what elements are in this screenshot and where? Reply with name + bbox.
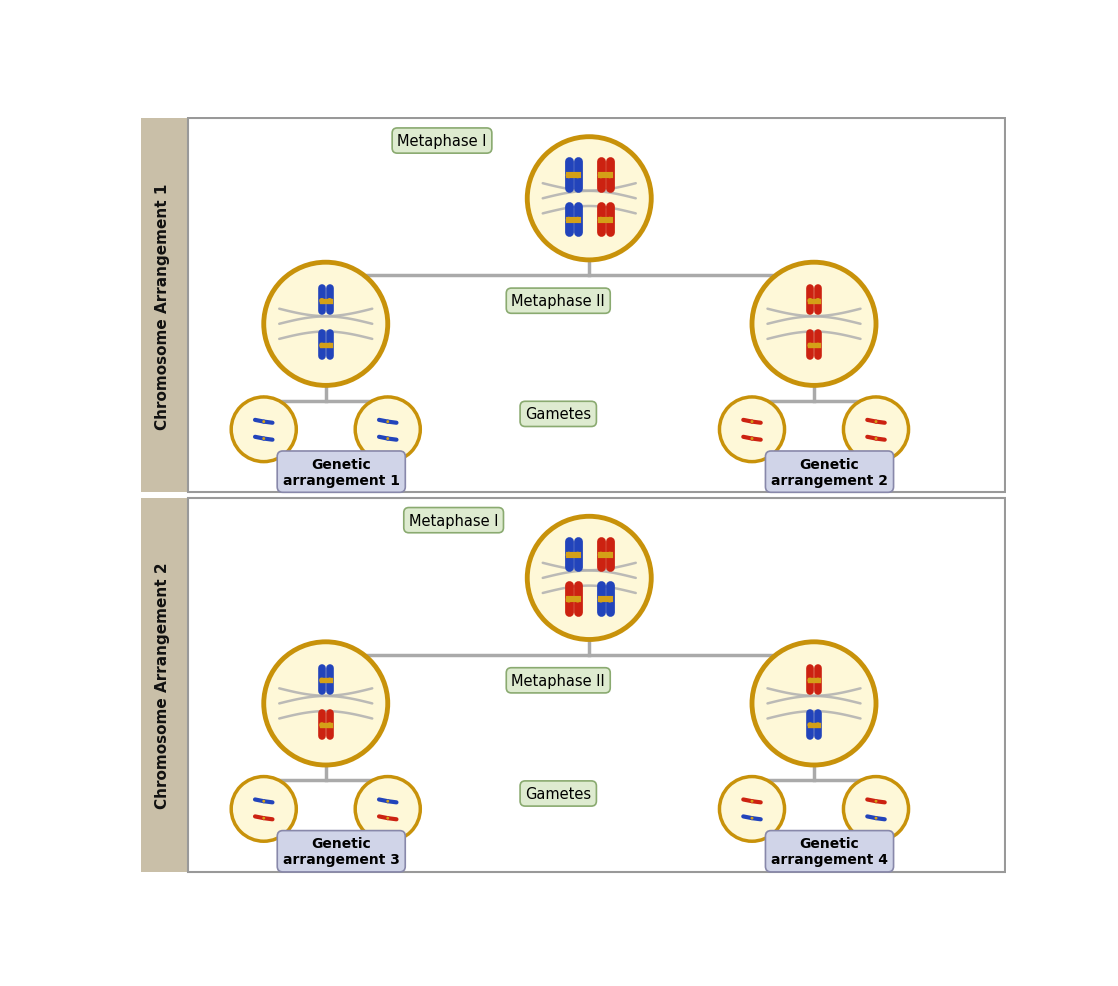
Circle shape — [326, 299, 332, 304]
Circle shape — [263, 438, 265, 441]
Circle shape — [231, 777, 296, 841]
Circle shape — [598, 218, 604, 224]
Circle shape — [874, 800, 878, 803]
Text: Chromosome Arrangement 1: Chromosome Arrangement 1 — [155, 183, 171, 429]
Text: Metaphase I: Metaphase I — [409, 513, 499, 528]
Circle shape — [566, 597, 572, 603]
Circle shape — [874, 421, 878, 424]
Text: Chromosome Arrangement 2: Chromosome Arrangement 2 — [155, 562, 171, 809]
Circle shape — [607, 597, 613, 603]
FancyBboxPatch shape — [141, 119, 187, 493]
Circle shape — [607, 218, 613, 224]
Circle shape — [575, 173, 580, 179]
Circle shape — [720, 397, 785, 462]
Text: Genetic
arrangement 1: Genetic arrangement 1 — [283, 458, 400, 487]
Circle shape — [807, 723, 813, 728]
Circle shape — [575, 218, 580, 224]
Circle shape — [356, 397, 420, 462]
Circle shape — [264, 642, 388, 765]
Circle shape — [231, 397, 296, 462]
Text: Metaphase II: Metaphase II — [511, 673, 605, 688]
Text: Gametes: Gametes — [525, 786, 591, 802]
Circle shape — [750, 816, 754, 819]
Circle shape — [566, 552, 572, 558]
Circle shape — [843, 397, 909, 462]
Circle shape — [528, 517, 652, 640]
Circle shape — [807, 299, 813, 304]
Circle shape — [752, 642, 877, 765]
Circle shape — [815, 299, 821, 304]
Circle shape — [319, 723, 324, 728]
Circle shape — [263, 800, 265, 803]
FancyBboxPatch shape — [141, 498, 187, 873]
Circle shape — [528, 138, 652, 260]
Circle shape — [750, 438, 754, 441]
Circle shape — [356, 777, 420, 841]
Circle shape — [874, 438, 878, 441]
FancyBboxPatch shape — [188, 498, 1005, 873]
Text: Metaphase II: Metaphase II — [511, 294, 605, 309]
Circle shape — [319, 678, 324, 683]
Circle shape — [720, 777, 785, 841]
Circle shape — [874, 816, 878, 819]
Circle shape — [807, 343, 813, 349]
Circle shape — [387, 816, 389, 819]
Circle shape — [387, 421, 389, 424]
Circle shape — [387, 438, 389, 441]
Circle shape — [750, 800, 754, 803]
Circle shape — [815, 678, 821, 683]
Circle shape — [319, 343, 324, 349]
Circle shape — [326, 343, 332, 349]
Circle shape — [326, 723, 332, 728]
Circle shape — [575, 552, 580, 558]
Circle shape — [387, 800, 389, 803]
Circle shape — [263, 816, 265, 819]
Circle shape — [815, 723, 821, 728]
Circle shape — [598, 173, 604, 179]
Circle shape — [815, 343, 821, 349]
Text: Genetic
arrangement 2: Genetic arrangement 2 — [771, 458, 888, 487]
Circle shape — [264, 263, 388, 386]
Circle shape — [566, 173, 572, 179]
Text: Genetic
arrangement 3: Genetic arrangement 3 — [283, 836, 400, 867]
FancyBboxPatch shape — [188, 119, 1005, 493]
Circle shape — [752, 263, 877, 386]
Text: Metaphase I: Metaphase I — [397, 134, 486, 149]
Circle shape — [326, 678, 332, 683]
Circle shape — [807, 678, 813, 683]
Circle shape — [750, 421, 754, 424]
Circle shape — [598, 597, 604, 603]
Circle shape — [843, 777, 909, 841]
Circle shape — [566, 218, 572, 224]
Circle shape — [575, 597, 580, 603]
Circle shape — [319, 299, 324, 304]
Text: Gametes: Gametes — [525, 407, 591, 422]
Circle shape — [598, 552, 604, 558]
Circle shape — [607, 173, 613, 179]
Circle shape — [263, 421, 265, 424]
Text: Genetic
arrangement 4: Genetic arrangement 4 — [771, 836, 888, 867]
Circle shape — [607, 552, 613, 558]
